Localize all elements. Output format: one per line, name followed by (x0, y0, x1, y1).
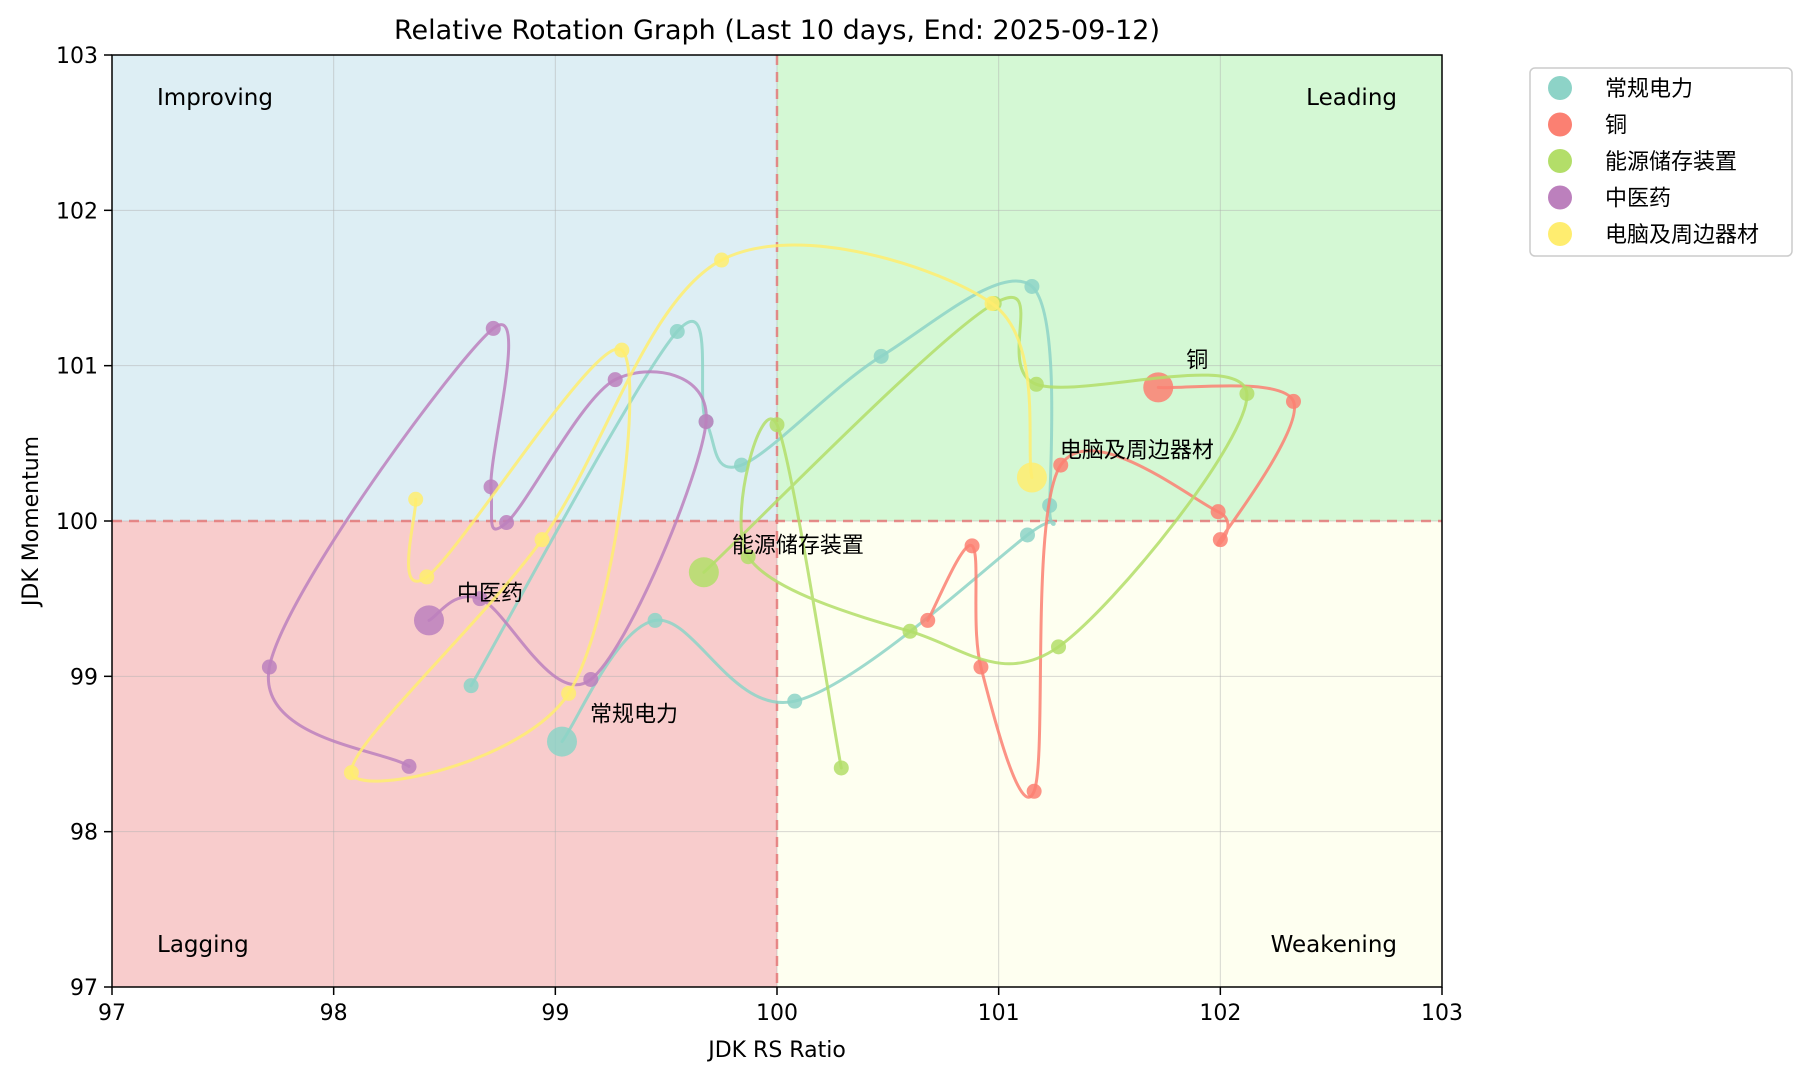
legend-label: 常规电力 (1605, 77, 1693, 102)
x-tick-label: 102 (1199, 1001, 1241, 1026)
quadrant-labels: Improving Leading Lagging Weakening (157, 85, 1397, 958)
series-point (873, 348, 889, 364)
y-axis-label: JDK Momentum (19, 436, 44, 608)
series-4: 电脑及周边器材 (343, 243, 1214, 783)
series-end-label: 电脑及周边器材 (1060, 439, 1214, 464)
series-point (1026, 783, 1042, 799)
series-point (698, 414, 714, 430)
series-point (1024, 278, 1040, 294)
quadrant-label-weakening: Weakening (1271, 932, 1397, 958)
series-point (1212, 532, 1228, 548)
series-point (902, 623, 918, 639)
series-end-label: 铜 (1186, 348, 1208, 373)
legend-marker (1548, 185, 1572, 210)
y-tick-label: 98 (70, 821, 98, 846)
x-tick-label: 99 (541, 1001, 569, 1026)
series-trail-line (926, 384, 1296, 799)
series-point (833, 760, 849, 776)
series-point (1028, 376, 1044, 392)
quadrant-label-lagging: Lagging (157, 932, 249, 958)
y-tick-label: 97 (70, 976, 98, 1001)
series-point (1210, 504, 1226, 520)
axes-layer: 97 98 99 100 101 102 103 97 98 99 100 101 102 103 (56, 44, 1463, 1026)
x-tick-label: 103 (1421, 1001, 1463, 1026)
series-point (463, 678, 479, 694)
series-end-label: 常规电力 (590, 703, 678, 728)
quadrant-improving (112, 55, 777, 521)
series-end-label: 能源储存装置 (732, 533, 864, 558)
series-point (499, 515, 515, 531)
series-point (1019, 527, 1035, 543)
y-tick-label: 103 (56, 44, 98, 69)
series-point (408, 491, 424, 507)
x-axis-label: JDK RS Ratio (706, 1038, 846, 1063)
series-point (583, 671, 599, 687)
series-trail-line (702, 295, 1249, 770)
quadrant-label-improving: Improving (157, 85, 273, 111)
series-current-point (413, 605, 444, 636)
series-point (714, 252, 730, 268)
series-current-point (1016, 462, 1047, 493)
series-point (920, 612, 936, 628)
quadrant-weakening (777, 521, 1442, 987)
series-point (1051, 639, 1067, 655)
y-tick-label: 102 (56, 199, 98, 224)
series-point (740, 549, 756, 565)
series-point (614, 342, 630, 358)
series-point (1053, 457, 1069, 473)
legend-label: 能源储存装置 (1605, 150, 1737, 175)
series-2: 能源储存装置 (688, 295, 1255, 776)
x-tick-label: 100 (756, 1001, 798, 1026)
series-trail-line (266, 323, 708, 768)
legend-marker (1548, 112, 1572, 137)
series-point (734, 457, 750, 473)
series-point (1239, 386, 1255, 402)
center-lines (112, 55, 1442, 987)
series-point (984, 296, 1000, 312)
series-point (401, 758, 417, 774)
chart-title: Relative Rotation Graph (Last 10 days, E… (394, 15, 1160, 46)
legend-marker (1548, 76, 1572, 100)
series-point (647, 612, 663, 628)
x-tick-label: 101 (978, 1001, 1020, 1026)
series-point (607, 372, 623, 388)
series-point (472, 591, 488, 607)
series-point (485, 320, 501, 336)
legend-label: 电脑及周边器材 (1605, 223, 1759, 248)
quadrant-leading (777, 55, 1442, 521)
series-point (343, 765, 359, 781)
quadrant-lagging (112, 521, 777, 987)
series-point (787, 693, 803, 709)
legend-label: 铜 (1605, 114, 1627, 139)
series-point (261, 659, 277, 675)
series-point (973, 659, 989, 675)
series-point (561, 685, 577, 701)
series-point (964, 538, 980, 554)
legend-marker (1548, 149, 1572, 173)
x-tick-label: 97 (98, 1001, 126, 1026)
y-tick-label: 100 (56, 510, 98, 535)
quadrant-label-leading: Leading (1306, 85, 1397, 111)
series-point (419, 569, 435, 585)
legend-box (1529, 67, 1793, 257)
series-current-point (546, 726, 577, 757)
legend-marker (1548, 222, 1572, 246)
legend-label: 中医药 (1605, 187, 1671, 212)
series-point (669, 323, 685, 339)
series-point (769, 417, 785, 433)
series-point (1285, 393, 1301, 409)
x-tick-label: 98 (320, 1001, 348, 1026)
series-current-point (688, 557, 719, 588)
y-tick-label: 101 (56, 355, 98, 380)
y-tick-label: 99 (70, 665, 98, 690)
series-3: 中医药 (261, 320, 714, 774)
series-point (534, 532, 550, 548)
